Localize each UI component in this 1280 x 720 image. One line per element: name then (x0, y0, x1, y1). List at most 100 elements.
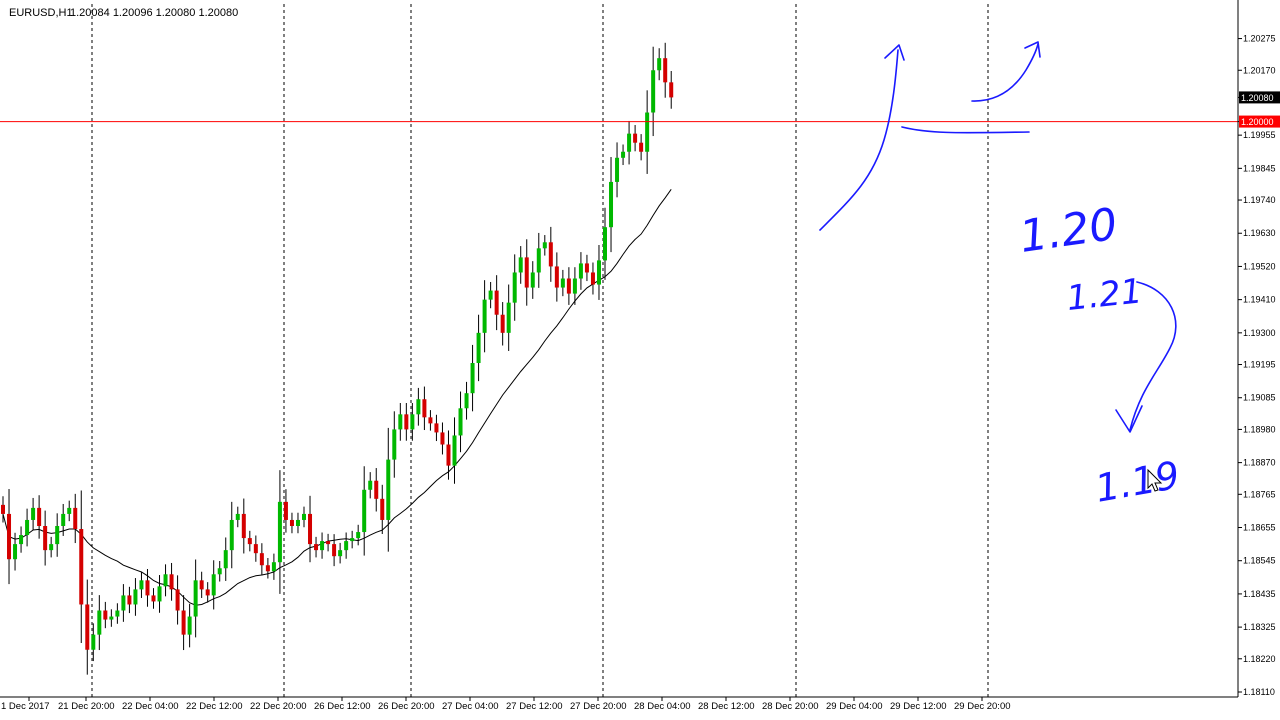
price-tick-label-0: 1.20275 (1243, 34, 1276, 44)
price-axis[interactable]: 1.20275 1.20170 1.20080 1.20000 1.19955 1.198… (1237, 0, 1276, 697)
candle-58 (350, 530, 355, 549)
candle-51 (308, 495, 313, 563)
candle-7 (43, 510, 48, 566)
candle-101 (609, 157, 614, 253)
moving-average-line (2, 189, 672, 606)
candle-52 (314, 536, 319, 558)
annotation-uptrend-arrow (819, 49, 899, 231)
candle-22 (133, 578, 138, 616)
time-tick-label-8: 27 Dec 12:00 (506, 701, 563, 712)
candle-91 (548, 226, 553, 282)
time-tick-label-12: 28 Dec 20:00 (762, 701, 819, 712)
candle-97 (584, 254, 589, 282)
candle-74 (446, 430, 451, 480)
candle-108 (651, 46, 656, 137)
candle-28 (169, 562, 174, 601)
candle-32 (193, 559, 198, 638)
candle-49 (295, 512, 300, 534)
vertical-grid (91, 4, 989, 697)
price-tick-label-17: 1.18545 (1243, 556, 1276, 566)
candle-107 (645, 90, 650, 174)
candle-47 (283, 489, 288, 533)
annotation-target-arrowhead (1024, 41, 1041, 58)
candle-19 (115, 603, 120, 624)
price-tick-label-6: 1.19740 (1243, 195, 1276, 205)
time-tick-label-14: 29 Dec 12:00 (890, 701, 947, 712)
candle-30 (181, 595, 186, 651)
price-tick-label-15: 1.18765 (1243, 489, 1276, 499)
candle-18 (109, 609, 114, 627)
candle-68 (410, 403, 415, 441)
candle-63 (380, 484, 385, 534)
candle-102 (615, 142, 620, 198)
candle-106 (639, 134, 644, 161)
candle-64 (386, 427, 391, 552)
candle-56 (338, 542, 343, 564)
candle-43 (259, 543, 264, 576)
price-tick-label-16: 1.18655 (1243, 523, 1276, 533)
price-tick-label-5: 1.19845 (1243, 163, 1276, 173)
price-tick-label-21: 1.18110 (1243, 687, 1275, 697)
candle-69 (416, 387, 421, 426)
candle-76 (458, 391, 463, 453)
price-tick-label-13: 1.18980 (1243, 424, 1276, 434)
candle-34 (205, 582, 210, 603)
candle-9 (55, 513, 60, 557)
candle-29 (175, 575, 180, 625)
candle-65 (392, 411, 397, 478)
candle-1 (7, 489, 12, 585)
candle-94 (566, 267, 571, 305)
level-price-tag (1239, 115, 1280, 128)
candle-60 (362, 466, 367, 556)
annotation-label-1: 1.21 (1065, 271, 1144, 319)
time-tick-label-5: 26 Dec 12:00 (314, 701, 371, 712)
candle-93 (560, 269, 565, 297)
candle-73 (440, 422, 445, 455)
candle-45 (271, 553, 276, 580)
time-tick-label-1: 21 Dec 20:00 (58, 701, 115, 712)
candle-14 (85, 579, 90, 675)
candle-83 (500, 302, 505, 346)
candle-59 (356, 524, 361, 546)
price-tick-label-7: 1.19630 (1243, 228, 1276, 238)
annotation-uptrend-arrowhead (884, 44, 905, 61)
candle-87 (524, 239, 529, 306)
candle-66 (398, 403, 403, 441)
annotation-support-line (901, 126, 1030, 134)
candle-88 (530, 261, 535, 299)
price-tick-label-10: 1.19300 (1243, 328, 1276, 338)
candle-37 (223, 537, 228, 581)
price-tick-label-12: 1.19085 (1243, 393, 1276, 403)
annotation-down-arrow (1129, 281, 1177, 431)
price-tick-label-14: 1.18870 (1243, 458, 1276, 468)
moving-average (2, 189, 672, 606)
candles (1, 42, 674, 675)
candle-25 (151, 588, 156, 609)
time-tick-label-2: 22 Dec 04:00 (122, 701, 179, 712)
hand-annotations (819, 41, 1177, 433)
candle-40 (241, 498, 246, 554)
candle-85 (512, 254, 517, 321)
candle-82 (494, 275, 499, 331)
candle-8 (49, 536, 54, 558)
current-price-tag-label: 1.20080 (1241, 93, 1274, 103)
candle-15 (91, 623, 96, 662)
candle-57 (344, 532, 349, 559)
candle-70 (422, 386, 427, 431)
candle-48 (289, 512, 294, 534)
price-tags: 1.20080 1.20000 (1239, 91, 1280, 128)
candle-38 (229, 501, 234, 569)
time-tick-label-0: 1 Dec 2017 (1, 701, 50, 712)
candle-35 (211, 560, 216, 610)
candle-39 (235, 506, 240, 528)
symbol-label: EURUSD,H1 (9, 7, 73, 19)
candle-36 (217, 561, 222, 582)
level-price-tag-label: 1.20000 (1241, 117, 1274, 127)
candle-79 (476, 314, 481, 382)
candle-71 (428, 410, 433, 431)
time-axis: 1 Dec 2017 21 Dec 20:00 22 Dec 04:00 22 Dec… (0, 696, 1238, 712)
time-tick-label-15: 29 Dec 20:00 (954, 701, 1011, 712)
candle-10 (61, 503, 66, 536)
annotation-down-arrowhead (1115, 405, 1143, 433)
